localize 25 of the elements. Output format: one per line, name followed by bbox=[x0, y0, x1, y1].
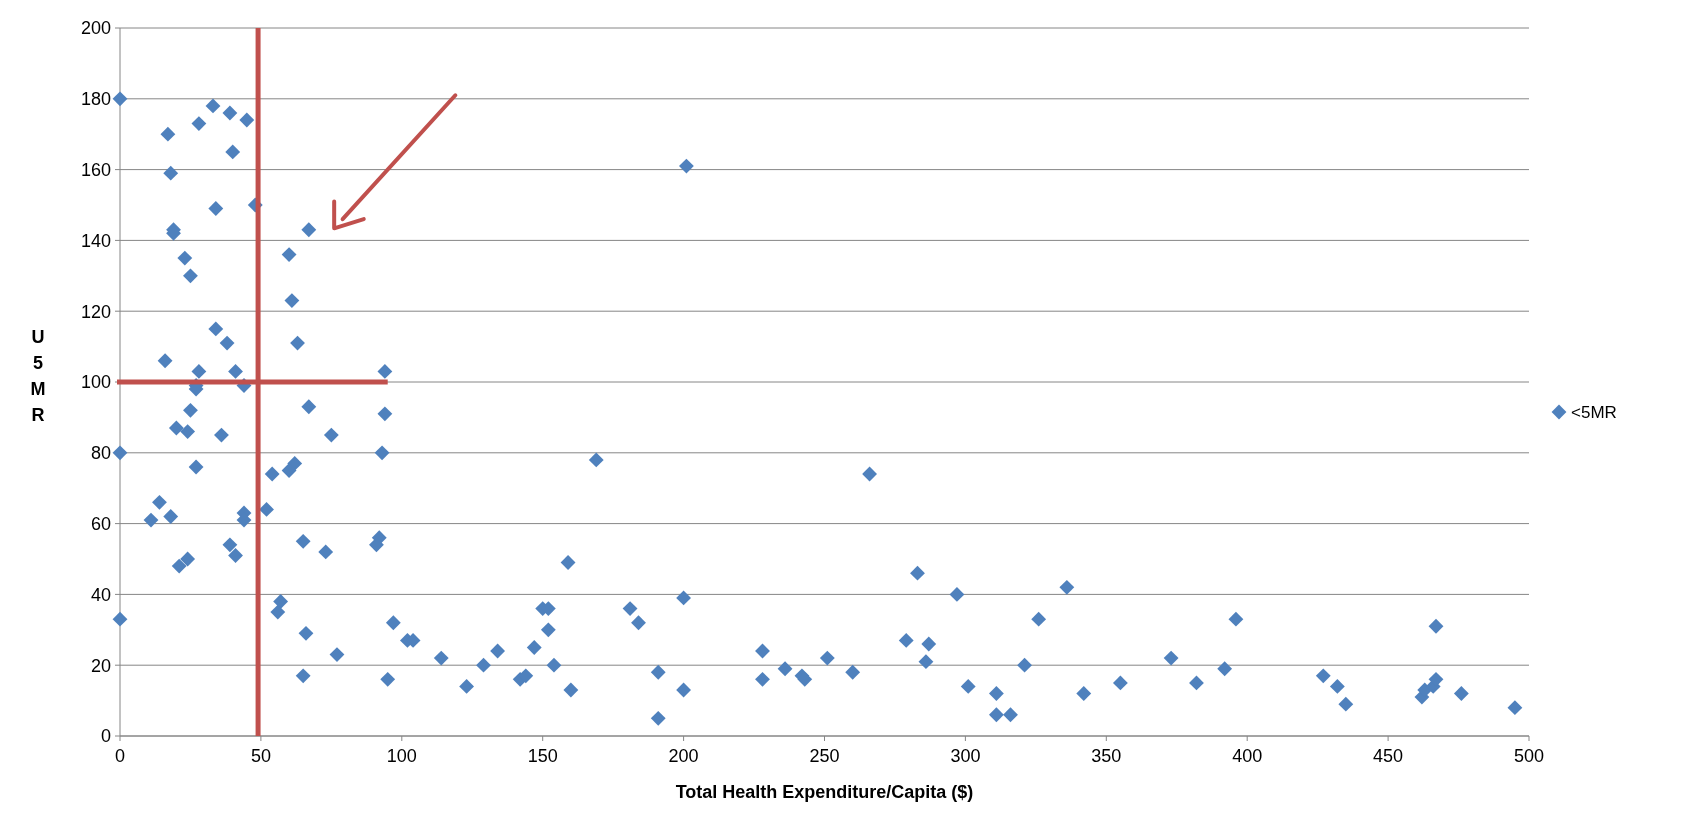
x-tick-label: 500 bbox=[1513, 746, 1545, 766]
y-tick-label: 100 bbox=[80, 372, 111, 393]
y-tick-label: 0 bbox=[100, 726, 111, 747]
y-tick-label: 80 bbox=[90, 443, 111, 464]
y-tick-label: 140 bbox=[80, 230, 111, 251]
x-tick-label: 250 bbox=[809, 746, 840, 766]
x-tick-label: 150 bbox=[527, 746, 558, 766]
x-tick-label: 350 bbox=[1091, 746, 1122, 766]
y-tick-label: 60 bbox=[90, 513, 111, 534]
y-tick-label: 20 bbox=[90, 655, 111, 676]
y-tick-label: 40 bbox=[90, 584, 111, 605]
y-tick-label: 180 bbox=[80, 89, 111, 110]
x-tick-label: 300 bbox=[950, 746, 981, 766]
x-tick-label: 100 bbox=[386, 746, 417, 766]
legend-label: <5MR bbox=[1571, 402, 1617, 422]
x-tick-label: 400 bbox=[1232, 746, 1263, 766]
x-tick-label: 450 bbox=[1373, 746, 1404, 766]
x-tick-label: 50 bbox=[250, 746, 271, 766]
y-tick-label: 200 bbox=[80, 18, 111, 39]
x-axis-title: Total Health Expenditure/Capita ($) bbox=[675, 782, 974, 802]
y-tick-label: 160 bbox=[80, 159, 111, 180]
x-tick-label: 0 bbox=[114, 746, 126, 766]
y-tick-label: 120 bbox=[80, 301, 111, 322]
y-axis-title: U5MR bbox=[30, 327, 46, 425]
x-tick-label: 200 bbox=[668, 746, 699, 766]
